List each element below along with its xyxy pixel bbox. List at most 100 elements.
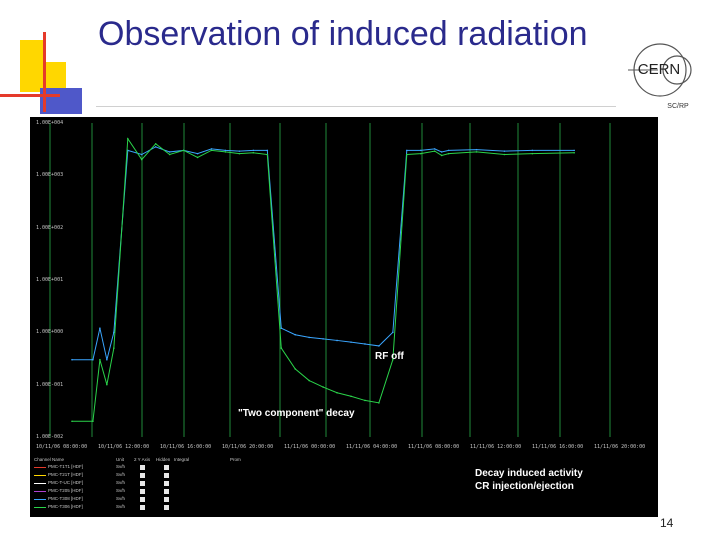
series-0-point (252, 149, 255, 152)
legend-header-integral: Integral (174, 457, 190, 462)
cern-logo-icon: CERN SC/RP (622, 38, 702, 110)
series-1-point (294, 368, 297, 370)
x-tick-label: 10/11/06 08:00:00 (36, 444, 88, 450)
series-0-point (475, 148, 478, 151)
legend-row[interactable]: PMC-T205 [HDF] Sv/h (34, 488, 234, 495)
legend-checkbox[interactable] (140, 465, 145, 470)
legend-checkbox[interactable] (140, 505, 145, 510)
series-1-point (224, 151, 227, 153)
legend-checkbox[interactable] (164, 489, 169, 494)
deco-blue-square (40, 88, 82, 114)
legend-channel-name: PMC-T306 [HDF] (48, 504, 83, 509)
legend-swatch (34, 499, 46, 500)
legend-checkbox[interactable] (164, 473, 169, 478)
annotation-rf-off: RF off (375, 351, 404, 362)
series-0-point (224, 149, 227, 152)
legend-header-hidden: Hidden (156, 457, 171, 462)
series-line-1 (72, 137, 575, 422)
legend-unit: Sv/h (116, 488, 126, 493)
legend-swatch (34, 507, 46, 508)
radiation-monitor-screenshot: 1.00E+004 1.00E+003 1.00E+002 1.00E+001 1.00… (30, 117, 658, 517)
legend-checkbox[interactable] (164, 465, 169, 470)
series-0-point (573, 149, 575, 152)
series-0-point (447, 149, 450, 152)
legend-swatch (34, 491, 46, 492)
legend-swatch (34, 483, 46, 484)
series-1-point (447, 152, 450, 155)
x-tick-label: 11/11/06 12:00:00 (470, 444, 522, 450)
x-tick-label: 10/11/06 16:00:00 (160, 444, 212, 450)
series-1-point (210, 149, 213, 152)
legend-checkbox[interactable] (164, 497, 169, 502)
series-1-point (503, 153, 506, 156)
legend-checkbox[interactable] (140, 497, 145, 502)
deco-yellow-square (20, 40, 44, 92)
legend-checkbox[interactable] (140, 481, 145, 486)
series-1-point (99, 358, 101, 361)
x-tick-label: 11/11/06 08:00:00 (408, 444, 460, 450)
series-1-point (531, 152, 534, 155)
series-1-point (364, 399, 366, 402)
series-1-point (475, 151, 478, 153)
series-0-point (433, 148, 436, 150)
series-1-point (252, 151, 255, 154)
legend-unit: Sv/h (116, 480, 126, 485)
deco-red-line-h (0, 94, 60, 97)
series-1-point (440, 154, 443, 157)
series-0-point (196, 152, 199, 155)
legend-checkbox[interactable] (164, 505, 169, 510)
logo-text: CERN (638, 61, 681, 78)
series-0-point (336, 339, 338, 342)
series-0-point (378, 345, 380, 347)
legend-checkbox[interactable] (140, 473, 145, 478)
series-0-point (440, 151, 443, 153)
logo-subtext: SC/RP (667, 103, 689, 110)
legend-checkbox[interactable] (140, 489, 145, 494)
legend-unit: Sv/h (116, 464, 126, 469)
legend-channel-name: PMC-T1T1 [HDF] (48, 464, 84, 469)
x-tick-label: 11/11/06 20:00:00 (594, 444, 646, 450)
series-1-point (140, 158, 143, 161)
legend-header-name: Channel Name (34, 457, 65, 462)
legend-channel-name: PMC-T-UC [HDF] (48, 480, 83, 485)
legend-checkbox[interactable] (164, 481, 169, 486)
series-0-point (71, 358, 73, 361)
legend-header-y2: 2 Y Axis (134, 457, 151, 462)
series-0-point (154, 146, 157, 148)
legend-unit: Sv/h (116, 496, 126, 501)
x-tick-label: 11/11/06 04:00:00 (346, 444, 398, 450)
slide-title: Observation of induced radiation (98, 15, 588, 53)
series-line-0 (72, 146, 575, 361)
legend-channel-name: PMC-T308 [HDF] (48, 496, 83, 501)
series-0-point (280, 327, 283, 329)
legend-row[interactable]: PMC-T-UC [HDF] Sv/h (34, 480, 234, 487)
series-0-point (364, 343, 366, 345)
x-tick-label: 10/11/06 20:00:00 (222, 444, 274, 450)
x-tick-label: 10/11/06 12:00:00 (98, 444, 150, 450)
series-0-point (99, 327, 101, 329)
y-tick-label: 1.00E+001 (36, 277, 64, 283)
series-1-point (92, 420, 94, 423)
page-number: 14 (660, 516, 674, 530)
legend-header-prom: Prom (230, 457, 241, 462)
series-0-point (210, 148, 213, 150)
series-1-point (127, 137, 129, 140)
series-1-point (113, 347, 115, 349)
y-tick-label: 1.00E+000 (36, 329, 64, 336)
y-tick-label: 1.00E+003 (36, 172, 64, 179)
series-0-point (531, 149, 534, 152)
series-1-point (336, 391, 338, 394)
legend-swatch (34, 467, 46, 468)
annotation-decay-activity: Decay induced activity (475, 468, 583, 479)
series-1-point (419, 152, 422, 155)
legend-row[interactable]: PMC-T306 [HDF] Sv/h (34, 504, 234, 511)
legend-row[interactable]: PMC-T308 [HDF] Sv/h (34, 496, 234, 503)
deco-rule-line (96, 106, 616, 107)
series-0-point (294, 333, 297, 336)
legend-row[interactable]: PMC-T21T [HDF] Sv/h (34, 472, 234, 479)
series-1-point (322, 386, 324, 388)
series-1-point (378, 402, 380, 404)
series-0-point (406, 149, 408, 152)
legend-channel-name: PMC-T21T [HDF] (48, 472, 83, 477)
legend-row[interactable]: PMC-T1T1 [HDF] Sv/h (34, 464, 234, 471)
